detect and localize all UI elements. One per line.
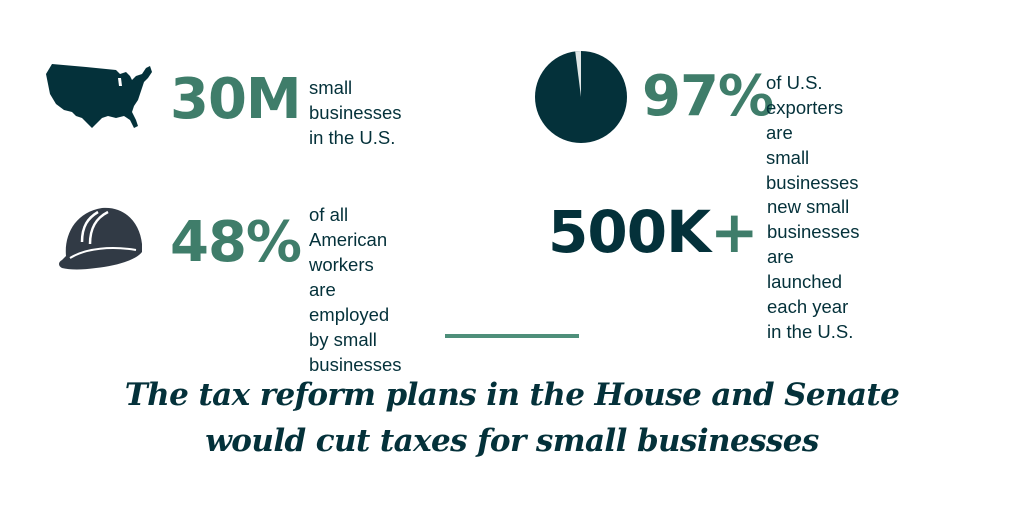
stat-description: of U.S. exporters are small businesses <box>766 72 859 193</box>
stat-description: small businesses in the U.S. <box>309 77 402 148</box>
stat-description: new small businesses are launched each y… <box>767 196 860 342</box>
us-map-icon <box>46 64 152 128</box>
divider <box>445 334 579 338</box>
stat-value: 97% <box>642 64 774 129</box>
stat-value: 30M <box>170 67 302 132</box>
stat-value: 48% <box>170 210 302 275</box>
pie-chart-icon <box>535 51 627 143</box>
hard-hat-icon <box>59 207 142 270</box>
stat-value: 500K+ <box>548 198 759 266</box>
headline: The tax reform plans in the House and Se… <box>124 377 900 459</box>
stat-description: of all American workers are employed by … <box>309 204 402 375</box>
